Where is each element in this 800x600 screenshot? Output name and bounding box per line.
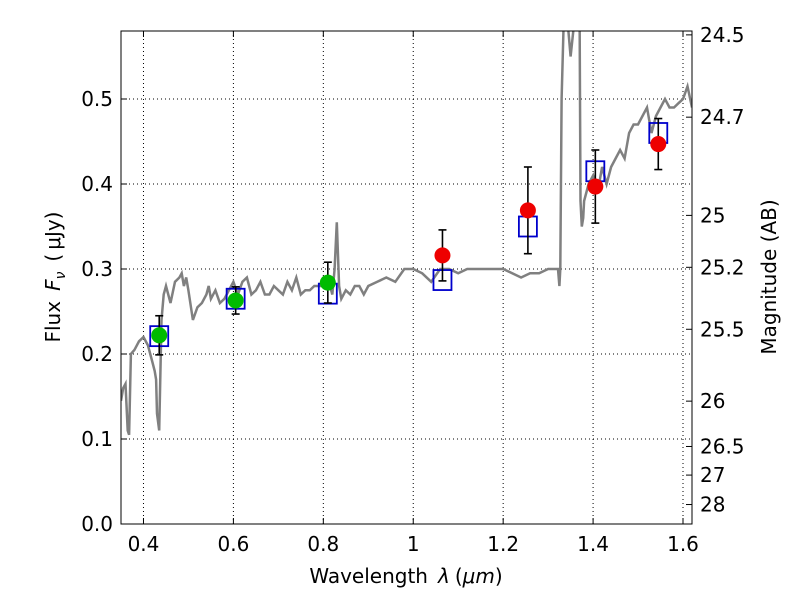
optical-data-point [319,274,336,291]
y2-tick-label: 25.5 [700,317,745,341]
x-tick-label: 1 [407,532,420,556]
y-tick-label: 0.1 [81,427,113,451]
data-markers [149,117,669,356]
y2-tick-label: 24.5 [700,23,745,47]
x-tick-label: 0.6 [217,532,249,556]
plot-frame [120,30,693,525]
x-tick-label: 1.6 [667,532,699,556]
plot-area [121,31,692,436]
y-tick-label: 0.3 [81,257,113,281]
y2-axis-label: Magnitude (AB) [757,199,781,354]
y-tick-label: 0.2 [81,342,113,366]
x-tick-label: 0.8 [307,532,339,556]
y-axis-label: FluxFν(μJy) [41,211,69,342]
y-tick-label: 0.5 [81,87,113,111]
y2-tick-label: 25.2 [700,255,745,279]
x-tick-label: 1.2 [487,532,519,556]
y2-tick-label: 27 [700,463,725,487]
y-tick-label: 0.4 [81,172,113,196]
y2-tick-label: 26 [700,389,725,413]
y2-tick-label: 28 [700,493,725,517]
x-tick-label: 0.4 [128,532,160,556]
y2-tick-label: 25 [700,203,725,227]
optical-data-point [227,292,244,309]
optical-data-point [151,327,168,344]
grid [121,31,692,524]
axis-ticks: 0.4 0.6 0.8 1 1.2 1.4 1.6 0.0 0.1 0.2 0.3 0.4 0.5 24.… [81,23,744,556]
x-axis-label: Wavelength λ (μm) [309,564,502,588]
x-tick-label: 1.4 [577,532,609,556]
spectrum-line [121,31,692,436]
nir-data-point [519,202,536,219]
y-tick-label: 0.0 [81,512,113,536]
nir-data-point [650,136,667,153]
y2-tick-label: 26.5 [700,434,745,458]
nir-data-point [587,178,604,195]
nir-data-point [434,247,451,264]
y2-tick-label: 24.7 [700,105,745,129]
